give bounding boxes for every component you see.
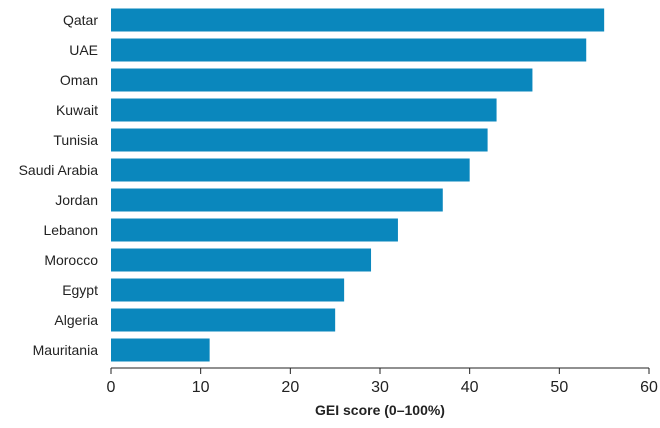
category-label-qatar: Qatar [63,12,98,28]
category-label-saudi-arabia: Saudi Arabia [19,162,99,178]
x-tick-label-30: 30 [371,379,389,396]
bar-algeria [111,308,336,332]
bar-mauritania [111,338,210,362]
category-label-mauritania: Mauritania [33,342,99,358]
x-axis-title: GEI score (0–100%) [315,402,445,418]
category-label-tunisia: Tunisia [53,132,98,148]
category-label-jordan: Jordan [55,192,98,208]
category-label-lebanon: Lebanon [43,222,98,238]
x-axis: 0 10 20 30 40 50 60 [107,367,658,396]
category-label-morocco: Morocco [44,252,98,268]
category-labels-group: Qatar UAE Oman Kuwait Tunisia Saudi Arabia Jor… [19,12,99,358]
x-tick-label-20: 20 [281,379,299,396]
bar-jordan [111,188,443,212]
category-label-uae: UAE [69,42,98,58]
x-tick-label-10: 10 [192,379,210,396]
bar-lebanon [111,218,398,242]
bar-uae [111,38,587,62]
category-label-oman: Oman [60,72,98,88]
bar-qatar [111,8,605,32]
bar-oman [111,68,533,92]
bar-morocco [111,248,372,272]
category-label-algeria: Algeria [54,312,98,328]
x-tick-label-60: 60 [640,379,658,396]
bar-tunisia [111,128,488,152]
x-tick-label-0: 0 [107,379,116,396]
category-label-egypt: Egypt [62,282,98,298]
bars-group [111,8,605,362]
x-tick-label-50: 50 [550,379,568,396]
category-label-kuwait: Kuwait [56,102,98,118]
bar-kuwait [111,98,497,122]
bar-egypt [111,278,345,302]
bar-saudi-arabia [111,158,470,182]
x-tick-label-40: 40 [461,379,479,396]
